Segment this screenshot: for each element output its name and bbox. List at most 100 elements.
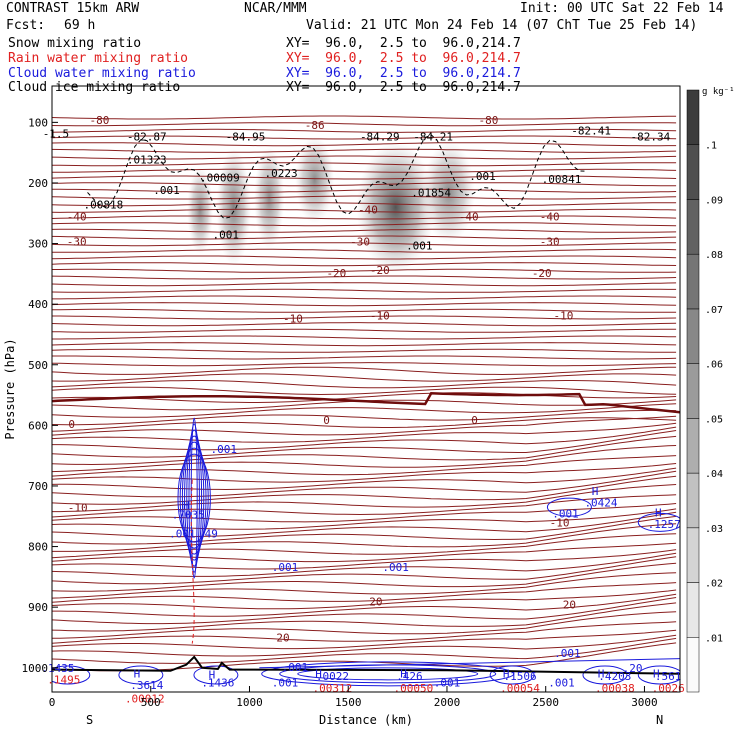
contour-label: -20 [326,267,346,280]
cloud-water-tower-contour-5 [179,447,209,549]
colorbar-tick-label: .02 [705,579,723,590]
temperature-contour-60 [52,503,677,523]
contour-label: H [134,667,141,680]
rain-contour [190,479,195,644]
legend-rain: Rain water mixing ratio [8,51,189,66]
y-tick-label: 1000 [22,662,49,675]
cloud-ice-blob-4 [356,141,435,273]
colorbar-tick-label: .09 [705,195,723,206]
temperature-contour-52 [52,445,677,473]
contour-label: .00818 [83,198,123,211]
cloud-water-low-contour-2 [261,661,515,687]
contour-label: -20 [532,267,552,280]
temperature-contour-16 [52,222,677,227]
contour-label: .1506 [503,670,536,683]
contour-label: .0223 [265,167,298,180]
colorbar-segment [686,89,700,145]
temperature-contour-69 [52,556,677,585]
legend-cloud-water: Cloud water mixing ratio [8,66,196,81]
temperature-contour-44 [52,403,677,418]
temperature-contour-12 [52,195,677,200]
temperature-contour-66 [52,542,677,563]
temperature-contour-61 [52,508,677,530]
contour-label: -84.21 [413,131,453,144]
y-tick-label: 700 [28,480,48,493]
contour-label: 20 [276,632,289,645]
temperature-contour-62 [52,511,677,538]
temperature-contour-19 [52,242,677,247]
contour-label: H [183,499,190,512]
temperature-contour-30 [52,315,677,320]
cloud-ice-blob-2 [254,147,285,250]
y-tick-label: 300 [28,238,48,251]
contour-label: H [598,667,605,680]
cloud-water-tower-contour-3 [184,435,205,561]
temperature-contour-51 [52,435,677,466]
temperature-contour-65 [52,533,677,559]
contour-label: .0424 [584,497,617,510]
temperature-contour-25 [52,282,677,287]
temperature-contour-74 [52,593,677,617]
xy-rain: XY= 96.0, 2.5 to 96.0,214.7 [286,51,521,66]
valid-time: Valid: 21 UTC Mon 24 Feb 14 (07 ChT Tue … [306,18,698,33]
contour-label: .00012 [125,692,165,705]
x-end-label-north: N [656,713,663,727]
cloud-water-cell-7 [637,512,680,532]
temperature-contour-57 [52,475,677,505]
x-tick-label: 500 [141,696,161,709]
colorbar-segment [686,472,700,529]
cloud-water-cell-0 [52,665,91,685]
temperature-contour-48 [52,422,677,443]
contour-label: .1436 [201,677,234,690]
contour-label: 0 [471,414,478,427]
y-tick-label: 400 [28,298,48,311]
cloud-water-cell-5 [637,665,680,685]
contour-label: -30 [540,235,560,248]
contour-label: .00312 [313,682,353,695]
colorbar-tick-label: .05 [705,414,723,425]
temperature-contour-2 [52,128,677,133]
contour-label: .001 [272,561,299,574]
contour-label: -40 [67,211,87,224]
temperature-contour-15 [52,215,677,220]
temperature-contour-6 [52,155,677,160]
temperature-contour-13 [52,202,677,207]
contour-label: H [653,667,660,680]
temperature-contour-76 [52,602,677,632]
cloud-water-low-contour-0 [297,667,479,681]
x-tick-label: 2000 [434,696,461,709]
snow-contour [87,134,586,219]
contour-label: -40 [540,211,560,224]
temperature-contour-56 [52,470,677,498]
temperature-contour-29 [52,308,677,313]
contour-label: .01323 [127,154,167,167]
contour-label: -82.41 [571,124,611,137]
contour-label: 20 [563,598,576,611]
temperature-contour-54 [52,463,677,483]
contour-label: -84.29 [360,131,400,144]
colorbar-segment [686,418,700,474]
forecast-label: Fcst: [6,18,46,33]
y-tick-label: 100 [28,116,48,129]
colorbar-segment [686,253,700,310]
contour-label: H [400,667,407,680]
cloud-water-cell-2 [193,665,239,685]
contour-label: .001 [434,677,461,690]
temperature-contour-71 [52,572,677,599]
temperature-contour-18 [52,235,677,240]
contour-label: H [209,669,216,682]
contour-label: .001 [169,527,196,540]
colorbar-segment [686,582,700,638]
contour-label: -80 [479,114,499,127]
contour-label: H [592,485,599,498]
contour-label: .4203 [598,670,631,683]
temperature-contour-26 [52,288,677,293]
temperature-contour-40 [52,380,677,389]
contour-label: -86 [305,119,325,132]
contour-label: .20 [623,662,643,675]
contour-label: 20 [369,595,382,608]
cloud-water-tower-contour-6 [177,453,211,543]
contour-label: H [655,506,662,519]
